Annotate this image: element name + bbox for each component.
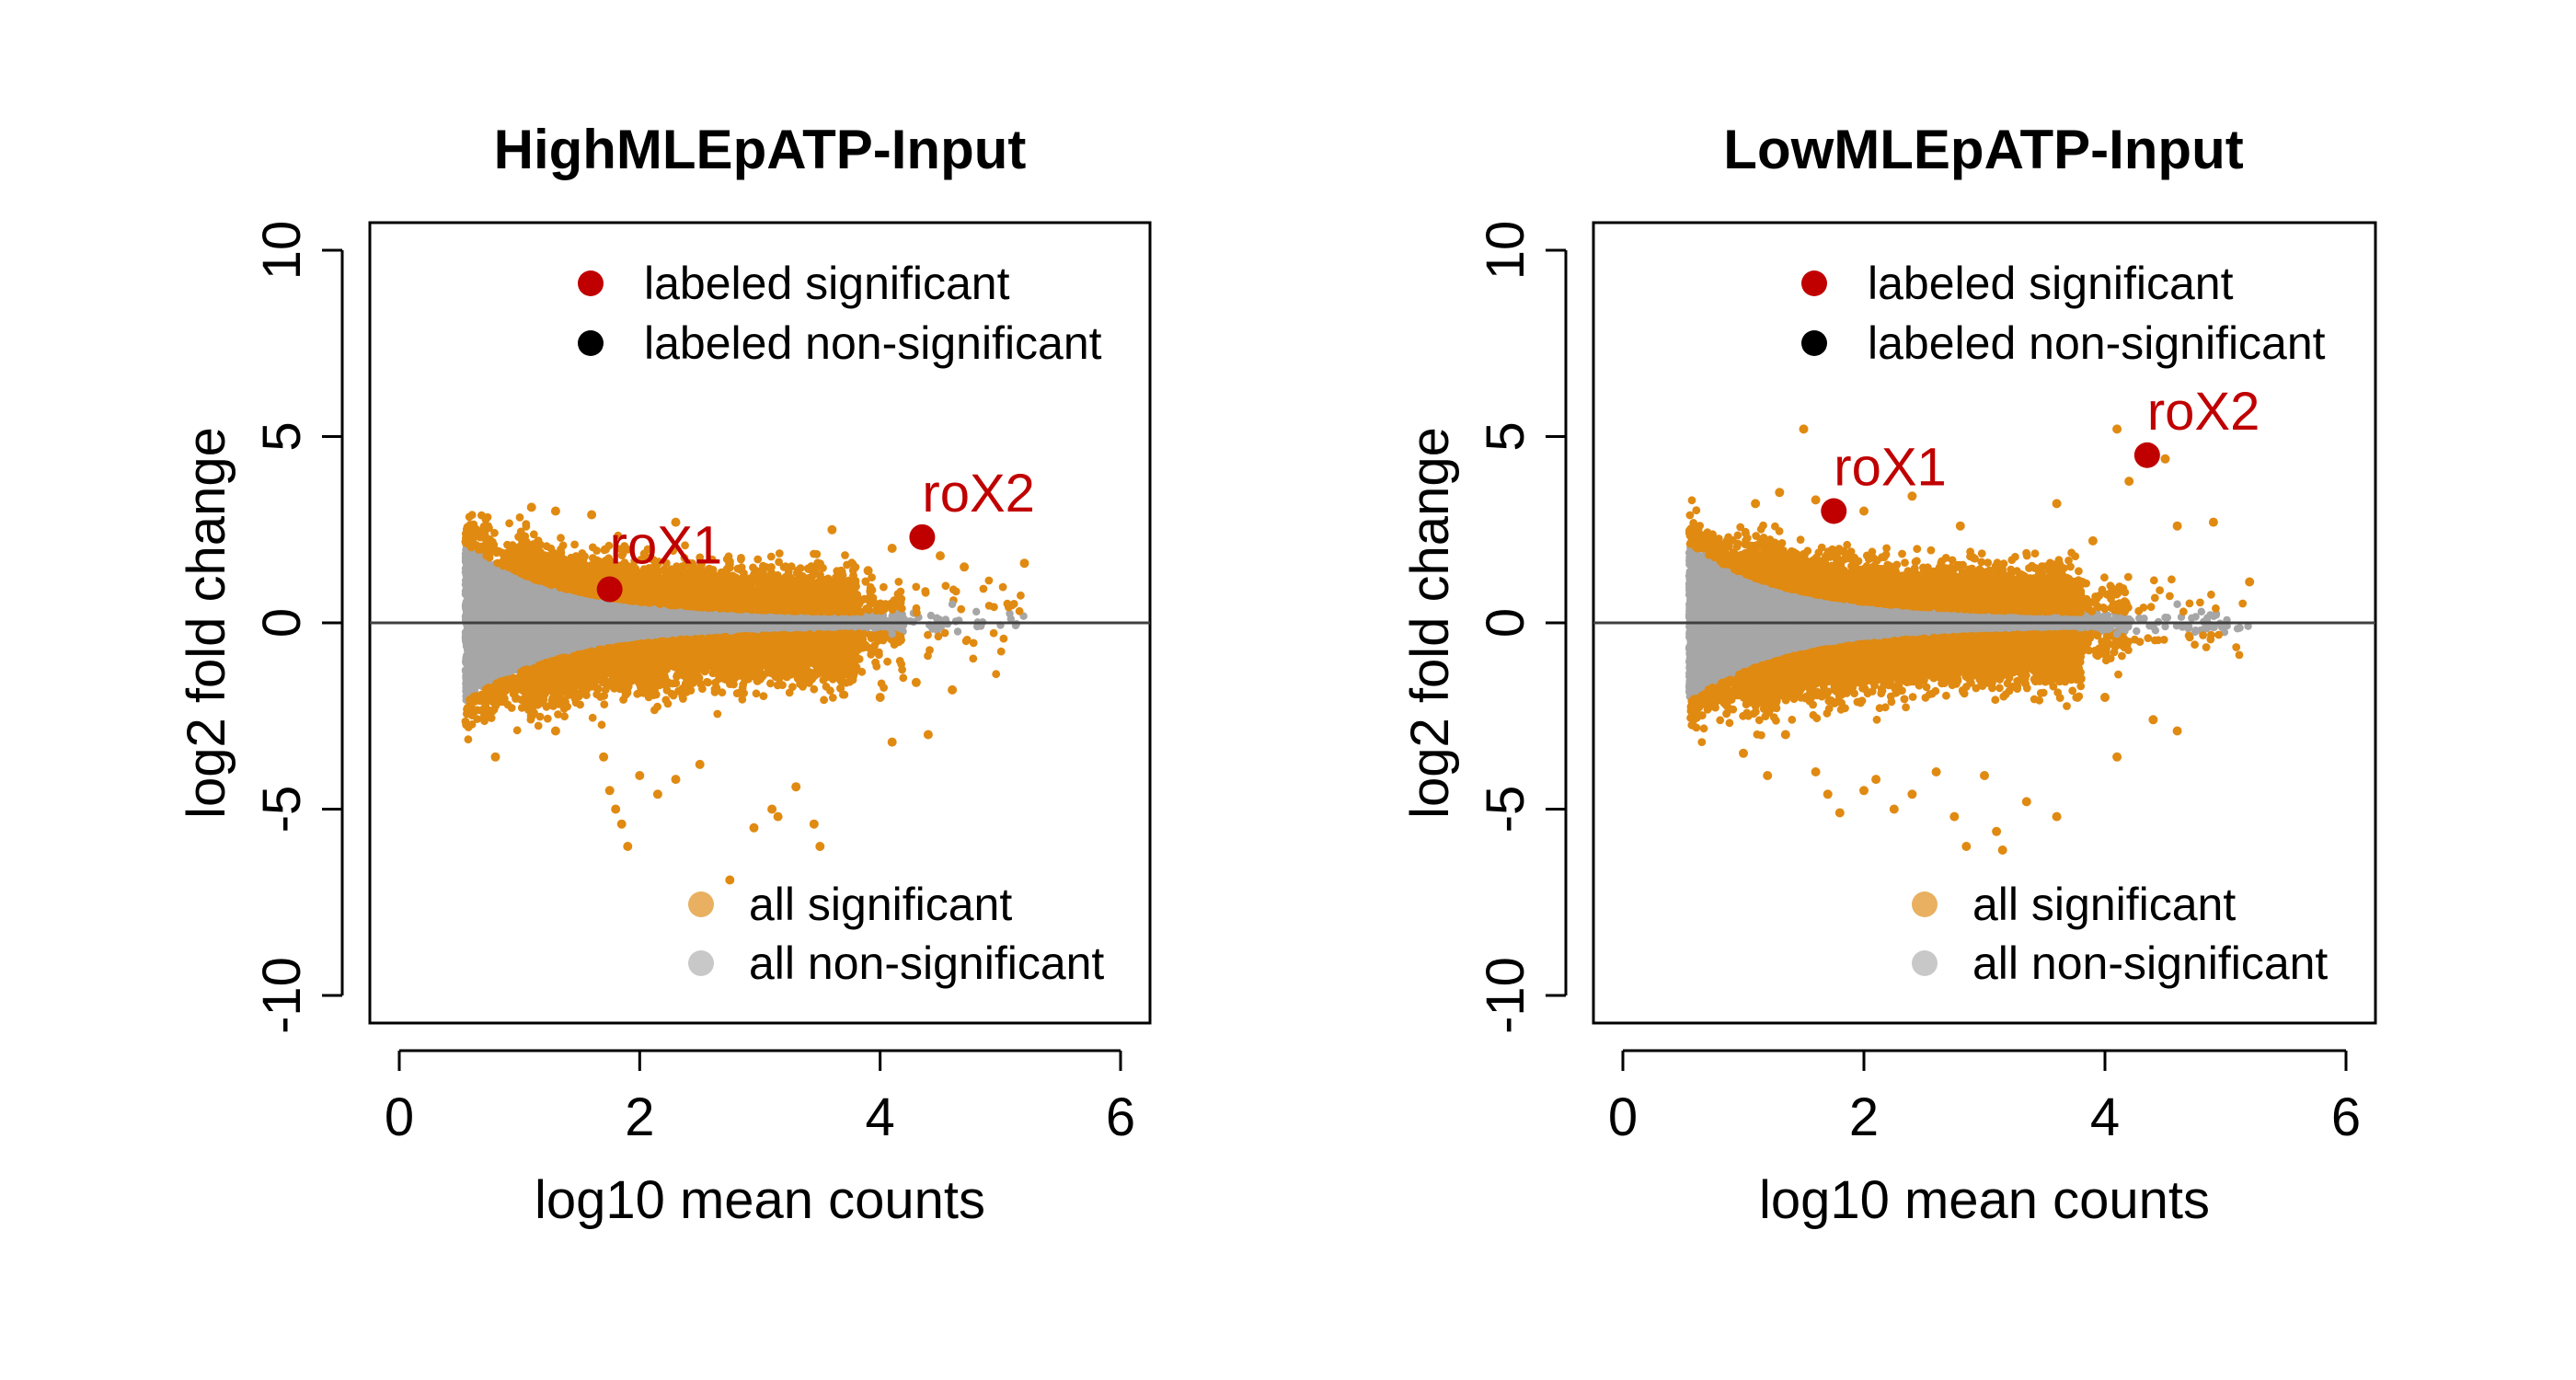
point-non-significant	[876, 623, 884, 631]
points-layer	[461, 502, 1029, 885]
point-non-significant	[926, 611, 936, 620]
point-non-significant	[953, 627, 962, 636]
point-non-significant	[889, 615, 897, 623]
chart-title: HighMLEpATP-Input	[494, 119, 1027, 180]
point-non-significant	[933, 614, 941, 623]
